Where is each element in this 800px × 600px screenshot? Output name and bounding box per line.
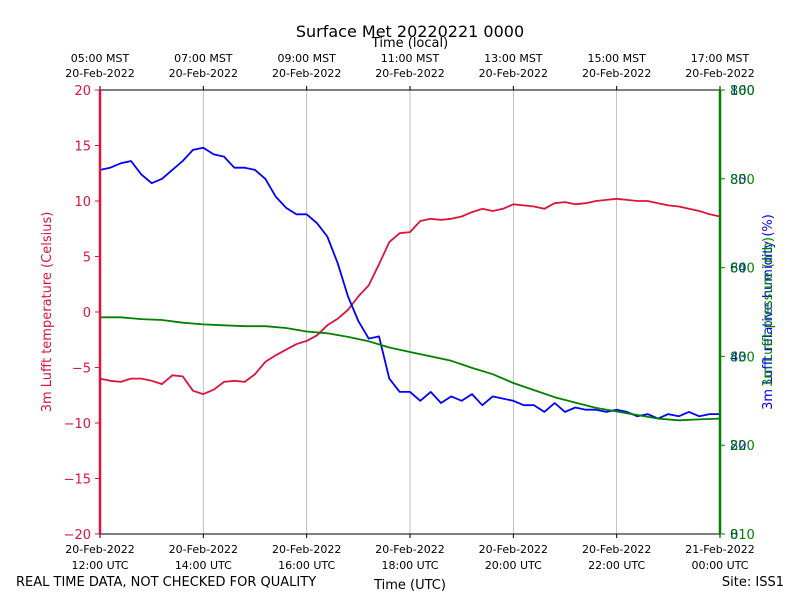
left-tick-label: −5 [72,362,91,377]
bottom-tick-time: 14:00 UTC [175,559,232,572]
left-tick-label: 5 [83,251,91,266]
bottom-tick-date: 21-Feb-2022 [685,543,754,556]
bottom-tick-time: 16:00 UTC [278,559,335,572]
left-tick-label: 10 [74,195,91,210]
right-tick-label-pressure: 860 [730,84,755,99]
bottom-tick-date: 20-Feb-2022 [375,543,444,556]
top-tick-time: 05:00 MST [71,52,130,65]
bottom-tick-time: 20:00 UTC [485,559,542,572]
top-tick-time: 11:00 MST [381,52,440,65]
chart-title: Surface Met 20220221 0000 [296,22,524,41]
axes: 20-Feb-2022 12:00 UTC 20-Feb-2022 14:00 UTC… [64,52,755,572]
bottom-tick-time: 18:00 UTC [381,559,438,572]
bottom-tick-time: 12:00 UTC [71,559,128,572]
right-axis-title-humidity: 3m Lufft relative humidity (%) [761,214,776,410]
right-tick-label-pressure: 840 [730,262,755,277]
quality-note: REAL TIME DATA, NOT CHECKED FOR QUALITY [16,575,317,590]
site-label: Site: ISS1 [721,575,784,590]
left-tick-label: −20 [64,528,91,543]
top-tick-time: 07:00 MST [174,52,233,65]
bottom-tick-date: 20-Feb-2022 [582,543,651,556]
bottom-tick-time: 00:00 UTC [691,559,748,572]
top-tick-date: 20-Feb-2022 [582,67,651,80]
right-tick-label-humidity: 20 [730,439,747,454]
bottom-tick-date: 20-Feb-2022 [65,543,134,556]
right-tick-label-humidity: 100 [730,84,755,99]
left-tick-label: −15 [64,473,91,488]
series-lines [99,146,721,422]
top-tick-time: 15:00 MST [587,52,646,65]
right-tick-label-humidity: 0 [730,528,738,543]
right-tick-label-pressure: 830 [730,350,755,365]
bottom-tick-date: 20-Feb-2022 [479,543,548,556]
top-tick-date: 20-Feb-2022 [685,67,754,80]
top-tick-date: 20-Feb-2022 [65,67,134,80]
right-tick-label-humidity: 80 [730,173,747,188]
top-tick-time: 17:00 MST [691,52,750,65]
series-line-relative-humidity [99,146,720,420]
top-tick-time: 09:00 MST [277,52,336,65]
gridlines [99,90,721,534]
bottom-tick-date: 20-Feb-2022 [169,543,238,556]
top-tick-date: 20-Feb-2022 [169,67,238,80]
right-tick-label-pressure: 850 [730,173,755,188]
top-tick-time: 13:00 MST [484,52,543,65]
left-tick-label: 20 [74,84,91,99]
top-axis-title: Time (local) [371,36,448,51]
bottom-tick-time: 22:00 UTC [588,559,645,572]
right-tick-label-pressure: 810 [730,528,755,543]
right-tick-label-humidity: 40 [730,350,747,365]
bottom-axis-title: Time (UTC) [373,578,446,593]
right-tick-label-humidity: 60 [730,262,747,277]
bottom-tick-date: 20-Feb-2022 [272,543,341,556]
top-tick-date: 20-Feb-2022 [272,67,341,80]
series-line-pressure [100,316,721,422]
top-tick-date: 20-Feb-2022 [479,67,548,80]
top-tick-date: 20-Feb-2022 [375,67,444,80]
left-tick-label: 15 [74,140,91,155]
left-tick-label: −10 [64,417,91,432]
left-axis-title: 3m Lufft temperature (Celsius) [40,212,55,413]
right-tick-label-pressure: 820 [730,439,755,454]
series-line-temperature [99,197,721,396]
left-tick-label: 0 [83,306,91,321]
right-axis-title-pressure: 3m Lufft pressure (mb) [761,237,776,387]
